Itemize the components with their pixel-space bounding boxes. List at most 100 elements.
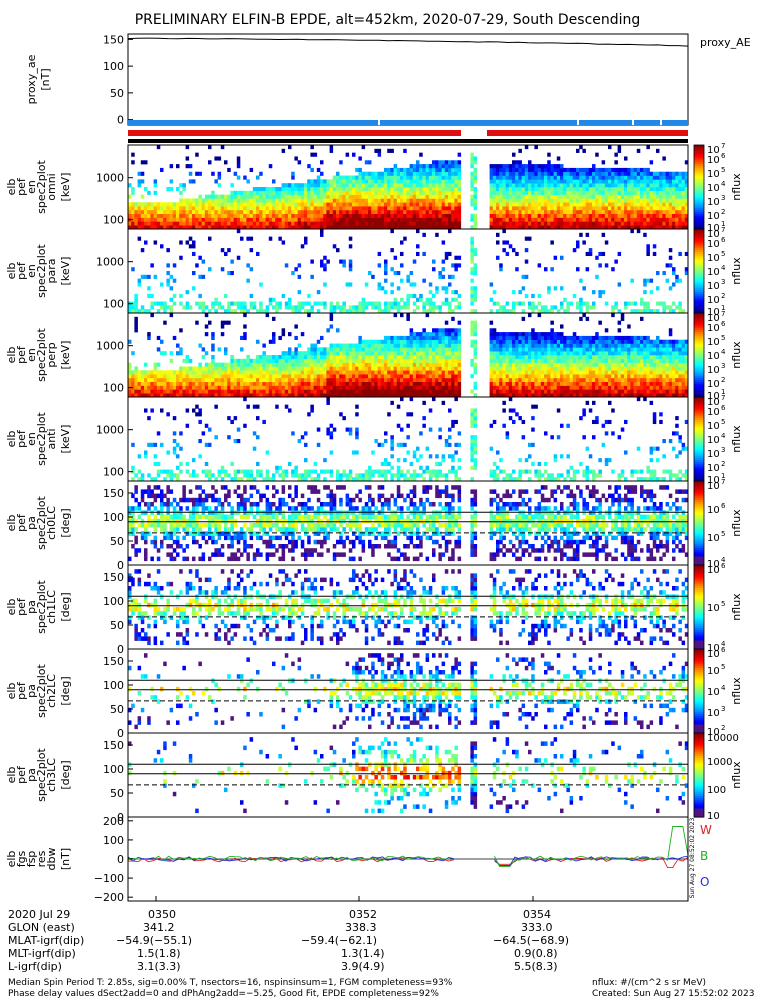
spectrogram-cell xyxy=(316,290,321,295)
spectrogram-cell xyxy=(329,225,334,230)
spectrogram-cell xyxy=(502,198,506,203)
spectrogram-cell xyxy=(342,202,346,207)
spectrogram-cell xyxy=(390,187,394,192)
spectrogram-cell xyxy=(582,240,586,245)
spectrogram-cell xyxy=(672,194,676,199)
spectrogram-cell xyxy=(553,351,558,356)
spectrogram-cell xyxy=(227,393,231,398)
spectrogram-cell xyxy=(323,301,327,306)
spectrogram-cell xyxy=(342,221,346,226)
spectrogram-cell xyxy=(160,377,164,383)
spectrogram-cell xyxy=(419,202,423,207)
spectrogram-cell xyxy=(534,225,538,230)
spectrogram-cell xyxy=(492,167,497,173)
spectrogram-cell xyxy=(220,213,225,218)
spectrogram-cell xyxy=(144,362,148,367)
spectrogram-cell xyxy=(560,366,564,371)
spectrogram-cell xyxy=(438,183,442,188)
spectrogram-cell xyxy=(361,362,366,367)
spectrogram-cell xyxy=(137,206,142,211)
spectrogram-cell xyxy=(329,145,334,150)
spectrogram-cell xyxy=(544,385,548,390)
spectrogram-cell xyxy=(185,164,190,169)
spectrogram-cell xyxy=(352,347,356,352)
spectrogram-cell xyxy=(380,286,385,291)
spectrogram-cell xyxy=(556,366,561,371)
spectrogram-cell xyxy=(198,217,202,222)
spectrogram-cell xyxy=(281,194,286,199)
spectrogram-cell xyxy=(134,309,138,314)
spectrogram-cell xyxy=(505,358,510,363)
spectrogram-cell xyxy=(300,301,305,306)
spectrogram-cell xyxy=(160,301,164,306)
spectrogram-cell xyxy=(633,301,638,306)
spectrogram-cell xyxy=(134,370,138,375)
spectrogram-cell xyxy=(156,393,161,398)
spectrogram-cell xyxy=(448,160,452,165)
spectrogram-cell xyxy=(553,339,558,344)
spectrogram-cell xyxy=(438,370,442,375)
spectrogram-cell xyxy=(448,366,452,371)
spectrogram-cell xyxy=(396,370,401,375)
spectrogram-cell xyxy=(435,198,439,203)
spectrogram-cell xyxy=(278,381,282,386)
spectrogram-cell xyxy=(435,290,439,295)
spectrogram-cell xyxy=(416,225,420,230)
spectrogram-cell xyxy=(643,290,647,295)
spectrogram-cell xyxy=(489,194,494,199)
spectrogram-cell xyxy=(640,206,644,211)
spectrogram-cell xyxy=(451,187,455,192)
spectrogram-cell xyxy=(400,305,404,310)
spectrogram-cell xyxy=(444,167,449,173)
spectrogram-cell xyxy=(201,198,206,203)
spectrogram-cell xyxy=(646,244,650,249)
spectrogram-cell xyxy=(185,206,190,211)
spectrogram-cell xyxy=(233,385,238,390)
spectrogram-cell xyxy=(524,385,529,390)
spectrogram-cell xyxy=(432,362,436,367)
spectrogram-cell xyxy=(265,362,270,367)
spectrogram-cell xyxy=(630,278,634,283)
spectrogram-cell xyxy=(508,377,513,383)
spectrogram-cell xyxy=(508,244,513,249)
spectrogram-cell xyxy=(268,213,273,218)
spectrogram-cell xyxy=(556,213,561,218)
spectrogram-cell xyxy=(473,362,478,367)
spectrogram-cell xyxy=(409,343,414,348)
spectrogram-cell xyxy=(320,381,324,386)
spectrogram-cell xyxy=(134,377,138,383)
spectrogram-cell xyxy=(361,221,366,226)
spectrogram-cell xyxy=(291,206,295,211)
colorbar-swatch xyxy=(694,285,704,289)
spectrogram-cell xyxy=(140,377,145,383)
spectrogram-cell xyxy=(352,213,356,218)
spectrogram-cell xyxy=(128,209,132,215)
spectrogram-cell xyxy=(355,187,359,192)
spectrogram-cell xyxy=(144,309,148,314)
spectrogram-cell xyxy=(339,374,343,379)
spectrogram-cell xyxy=(547,351,551,356)
spectrogram-cell xyxy=(537,335,542,341)
spectrogram-cell xyxy=(281,206,286,211)
spectrogram-cell xyxy=(412,194,417,199)
spectrogram-cell xyxy=(512,209,516,215)
spectrogram-cell xyxy=(361,190,366,195)
spectrogram-cell xyxy=(188,385,193,390)
spectrogram-cell xyxy=(668,183,673,188)
spectrogram-cell xyxy=(508,362,513,367)
spectrogram-cell xyxy=(515,335,519,341)
spectrogram-cell xyxy=(537,347,542,352)
spectrogram-cell xyxy=(166,271,170,276)
spectrogram-cell xyxy=(582,175,586,180)
spectrogram-cell xyxy=(640,179,644,184)
spectrogram-cell xyxy=(224,221,228,226)
spectrogram-cell xyxy=(400,221,404,226)
spectrogram-cell xyxy=(659,190,663,195)
spectrogram-cell xyxy=(473,198,478,203)
spectrogram-cell xyxy=(156,301,161,306)
spectrogram-cell xyxy=(211,366,215,371)
spectrogram-cell xyxy=(201,213,206,218)
spectrogram-cell xyxy=(147,374,151,379)
spectrogram-cell xyxy=(409,351,414,356)
spectrogram-cell xyxy=(598,221,602,226)
